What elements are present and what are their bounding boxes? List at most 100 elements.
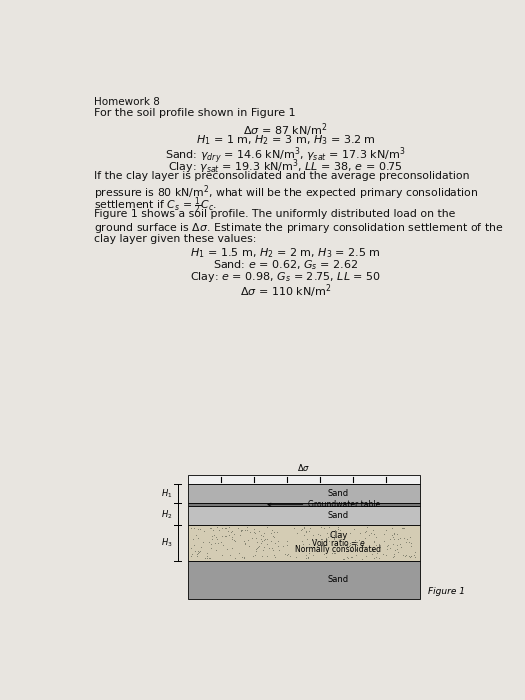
Point xyxy=(286,550,294,561)
Point xyxy=(222,530,230,541)
Text: Normally consolidated: Normally consolidated xyxy=(296,545,382,554)
Point xyxy=(212,531,220,542)
Point xyxy=(243,524,251,536)
Bar xyxy=(188,475,419,484)
Point xyxy=(236,529,245,540)
Point xyxy=(332,536,341,547)
Point xyxy=(383,543,391,554)
Point xyxy=(260,541,268,552)
Point xyxy=(279,541,287,552)
Point xyxy=(258,536,266,547)
Point xyxy=(246,526,254,538)
Point xyxy=(320,522,329,533)
Point xyxy=(193,548,202,559)
Text: $\Delta\sigma$ = 87 kN/m$^2$: $\Delta\sigma$ = 87 kN/m$^2$ xyxy=(243,122,328,139)
Point xyxy=(195,546,203,557)
Point xyxy=(380,536,388,547)
Point xyxy=(317,522,326,533)
Point xyxy=(271,552,279,563)
Point xyxy=(345,538,354,549)
Point xyxy=(237,526,245,537)
Point xyxy=(351,535,359,546)
Point xyxy=(390,528,398,539)
Point xyxy=(343,540,352,551)
Text: Figure 1: Figure 1 xyxy=(428,587,465,596)
Point xyxy=(302,552,311,564)
Point xyxy=(269,545,277,556)
Point xyxy=(322,528,331,539)
Point xyxy=(316,529,324,540)
Point xyxy=(410,550,418,561)
Point xyxy=(258,550,266,561)
Text: Sand: Sand xyxy=(328,511,349,520)
Point xyxy=(352,536,361,547)
Point xyxy=(330,547,338,559)
Point xyxy=(252,545,260,557)
Point xyxy=(382,550,391,561)
Point xyxy=(324,531,332,542)
Point xyxy=(226,550,234,561)
Point xyxy=(227,526,235,538)
Point xyxy=(206,552,214,564)
Point xyxy=(253,542,261,554)
Text: $H_1$ = 1 m, $H_2$ = 3 m, $H_3$ = 3.2 m: $H_1$ = 1 m, $H_2$ = 3 m, $H_3$ = 3.2 m xyxy=(195,134,375,148)
Point xyxy=(362,526,371,537)
Point xyxy=(207,542,215,554)
Point xyxy=(384,539,393,550)
Point xyxy=(303,553,312,564)
Point xyxy=(352,543,360,554)
Point xyxy=(221,530,229,541)
Point xyxy=(187,542,195,553)
Point xyxy=(211,538,219,549)
Point xyxy=(406,532,414,543)
Point xyxy=(317,533,326,544)
Point xyxy=(259,544,267,555)
Point xyxy=(347,545,355,556)
Point xyxy=(187,550,195,561)
Point xyxy=(385,542,394,553)
Point xyxy=(400,523,408,534)
Point xyxy=(191,529,200,540)
Text: Void ratio = $e$: Void ratio = $e$ xyxy=(311,538,365,548)
Point xyxy=(333,539,341,550)
Point xyxy=(257,533,265,544)
Point xyxy=(227,531,236,542)
Point xyxy=(383,540,392,552)
Point xyxy=(213,538,222,549)
Text: $H_1$ = 1.5 m, $H_2$ = 2 m, $H_3$ = 2.5 m: $H_1$ = 1.5 m, $H_2$ = 2 m, $H_3$ = 2.5 … xyxy=(190,246,381,260)
Point xyxy=(380,528,388,540)
Point xyxy=(193,549,201,560)
Point xyxy=(230,535,238,546)
Point xyxy=(283,540,291,551)
Point xyxy=(255,526,264,537)
Point xyxy=(351,550,360,561)
Point xyxy=(274,536,282,547)
Point xyxy=(237,525,246,536)
Point xyxy=(212,545,220,556)
Point xyxy=(297,524,306,536)
Text: If the clay layer is preconsolidated and the average preconsolidation: If the clay layer is preconsolidated and… xyxy=(94,172,469,181)
Point xyxy=(298,524,307,535)
Point xyxy=(240,552,248,563)
Point xyxy=(362,550,370,561)
Text: settlement if $C_s$ = $\frac{1}{2}C_c$.: settlement if $C_s$ = $\frac{1}{2}C_c$. xyxy=(94,196,217,218)
Point xyxy=(328,547,336,559)
Point xyxy=(275,545,284,556)
Point xyxy=(389,532,397,543)
Point xyxy=(390,527,398,538)
Point xyxy=(375,552,384,564)
Point xyxy=(205,552,213,564)
Point xyxy=(390,548,398,559)
Point xyxy=(367,545,375,557)
Point xyxy=(387,529,396,540)
Point xyxy=(358,553,366,564)
Point xyxy=(300,529,309,540)
Bar xyxy=(188,561,419,598)
Point xyxy=(205,536,213,547)
Point xyxy=(249,523,258,534)
Point xyxy=(352,545,360,556)
Point xyxy=(320,540,329,551)
Point xyxy=(312,545,320,556)
Point xyxy=(289,523,298,534)
Point xyxy=(337,527,345,538)
